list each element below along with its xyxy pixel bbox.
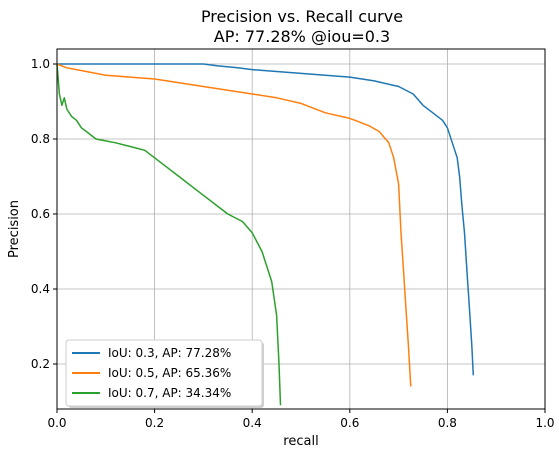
series-lines xyxy=(56,63,475,406)
legend-label: IoU: 0.5, AP: 65.36% xyxy=(108,366,231,380)
plot-frame xyxy=(56,48,546,410)
legend-label: IoU: 0.7, AP: 34.34% xyxy=(108,386,231,400)
x-tick-label: 1.0 xyxy=(535,416,554,430)
x-tick-label: 0.6 xyxy=(340,416,359,430)
chart-subtitle: AP: 77.28% @iou=0.3 xyxy=(214,27,390,46)
y-tick-label: 1.0 xyxy=(31,57,50,71)
axis-ticks: 0.0 0.2 0.4 0.6 0.8 1.0 0.2 0.4 0.6 0.8 1.0 xyxy=(31,57,555,430)
y-tick-label: 0.4 xyxy=(31,282,50,296)
y-tick-label: 0.6 xyxy=(31,207,50,221)
x-axis-label: recall xyxy=(283,434,318,449)
y-tick-label: 0.2 xyxy=(31,357,50,371)
legend-box xyxy=(65,339,263,407)
series-line-2 xyxy=(56,63,412,387)
chart-title: Precision vs. Recall curve xyxy=(201,7,403,26)
x-tick-label: 0.4 xyxy=(243,416,262,430)
y-tick-label: 0.8 xyxy=(31,132,50,146)
legend-label: IoU: 0.3, AP: 77.28% xyxy=(108,346,231,360)
x-tick-label: 0.8 xyxy=(438,416,457,430)
x-tick-label: 0.2 xyxy=(145,416,164,430)
series-line-1 xyxy=(57,63,475,376)
y-axis-label: Precision xyxy=(7,200,22,258)
series-line-3 xyxy=(56,63,282,406)
legend: IoU: 0.3, AP: 77.28% IoU: 0.5, AP: 65.36%… xyxy=(65,339,264,408)
x-tick-label: 0.0 xyxy=(47,416,66,430)
